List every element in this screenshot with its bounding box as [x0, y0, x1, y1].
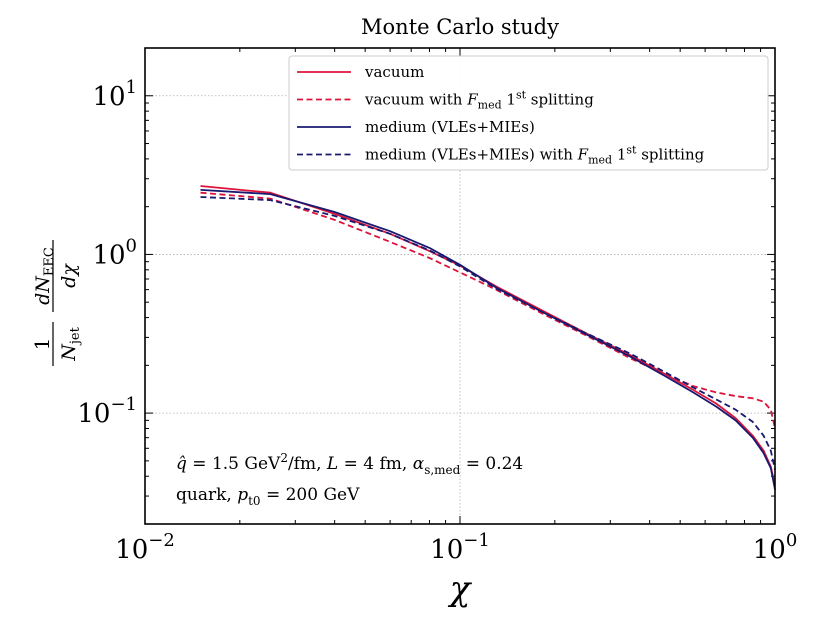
legend-label-3-part-5: splitting: [636, 146, 704, 164]
legend-label-3-part-1: F: [577, 146, 589, 164]
annotations: q̂ = 1.5 GeV2/fm, L = 4 fm, αs,med = 0.2…: [176, 451, 523, 508]
legend-label-3: medium (VLEs+MIEs) with Fmed 1st splitti…: [365, 144, 705, 167]
legend-label-0: vacuum: [364, 63, 424, 81]
x-axis-label: χ: [448, 569, 473, 609]
annotation-0-part-4: L: [326, 454, 338, 474]
annotation-0-part-2: 2: [280, 451, 288, 465]
tick-labels: 10−2 10−1 100 10−1 100 101: [77, 77, 797, 565]
series-line-3: [200, 196, 776, 470]
x-tick-label: 10−2: [115, 530, 175, 565]
annotation-0-part-1: = 1.5 GeV: [187, 454, 281, 474]
legend-box: [288, 55, 769, 171]
legend-label-2: medium (VLEs+MIEs): [365, 118, 535, 136]
legend-label-1-part-5: splitting: [526, 91, 594, 109]
legend-label-3-part-0: medium (VLEs+MIEs) with: [365, 146, 578, 164]
svg-text:Njet: Njet: [58, 326, 83, 361]
y-label-prefix-num: 1: [30, 338, 54, 351]
y-label-prefix-den: N: [58, 343, 80, 362]
x-tick-label: 100: [753, 530, 798, 565]
legend-label-1-part-0: vacuum with: [364, 91, 467, 109]
legend-label-1-part-2: med: [478, 99, 502, 112]
y-label-deriv-num: dN: [32, 275, 54, 305]
y-label-prefix-den-sub: jet: [68, 326, 83, 346]
series-line-2: [200, 189, 776, 490]
plot-frame: [144, 47, 776, 525]
chart-title: Monte Carlo study: [361, 15, 559, 39]
annotation-1: quark, pt0 = 200 GeV: [176, 485, 360, 508]
legend-label-3-part-3: 1: [612, 146, 626, 164]
y-axis-label: 1 Njet dNEEC dχ: [30, 240, 83, 366]
series-line-1: [200, 191, 776, 429]
annotation-0-part-7: s,med: [424, 463, 460, 477]
series-line-0: [200, 185, 776, 486]
annotation-1-part-2: t0: [248, 494, 260, 508]
annotation-1-part-0: quark,: [176, 485, 237, 505]
annotation-1-part-1: p: [237, 485, 248, 505]
legend-label-1-part-1: F: [466, 91, 478, 109]
annotation-0: q̂ = 1.5 GeV2/fm, L = 4 fm, αs,med = 0.2…: [176, 451, 523, 477]
series-layer: [200, 185, 776, 490]
legend-label-3-part-2: med: [588, 154, 612, 167]
x-tick-label: 10−1: [430, 530, 490, 565]
annotation-0-part-5: = 4 fm,: [338, 454, 413, 474]
legend-label-3-part-4: st: [626, 144, 637, 157]
legend-label-1-part-3: 1: [502, 91, 516, 109]
y-label-deriv-den: dχ: [58, 263, 80, 288]
annotation-0-part-6: α: [413, 454, 425, 474]
legend-label-2-part-0: medium (VLEs+MIEs): [365, 118, 535, 136]
annotation-0-part-8: = 0.24: [460, 454, 523, 474]
annotation-0-part-3: /fm,: [288, 454, 327, 474]
legend-label-0-part-0: vacuum: [364, 63, 424, 81]
y-tick-label: 10−1: [77, 394, 137, 429]
annotation-1-part-3: = 200 GeV: [261, 485, 361, 505]
legend-label-1-part-4: st: [516, 89, 527, 102]
y-tick-label: 100: [92, 235, 137, 270]
y-tick-label: 101: [92, 77, 137, 112]
legend-label-1: vacuum with Fmed 1st splitting: [364, 89, 594, 112]
annotation-0-part-0: q̂: [176, 454, 187, 474]
y-label-deriv-num-sub: EEC: [42, 247, 57, 276]
